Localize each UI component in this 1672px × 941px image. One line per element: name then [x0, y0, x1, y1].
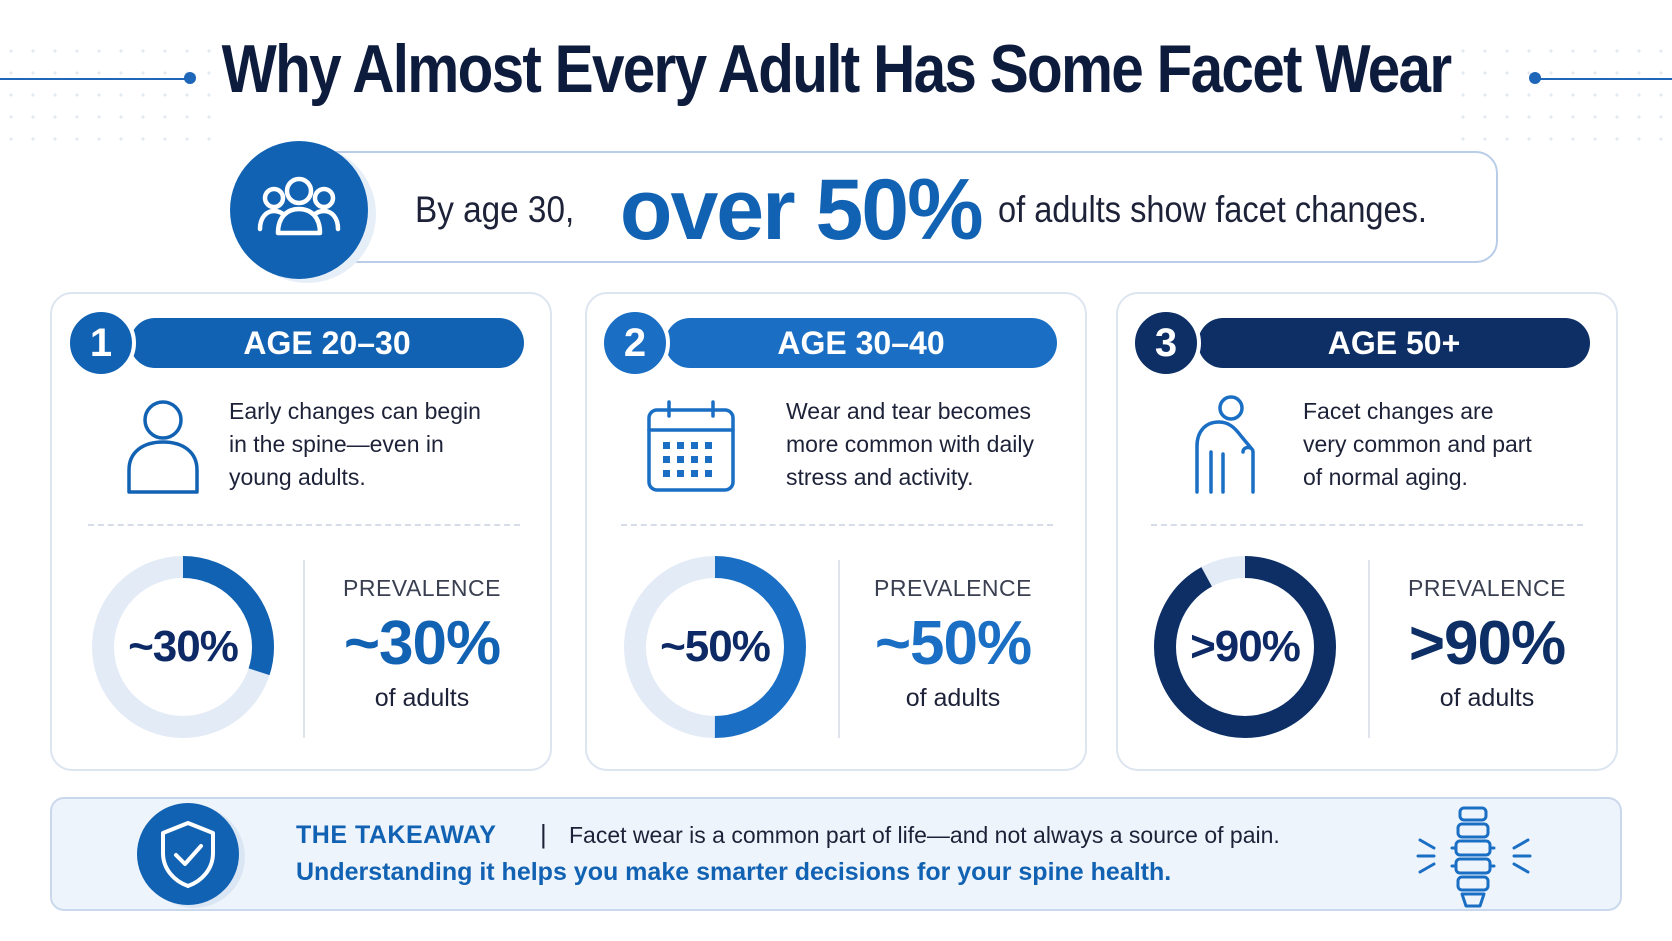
card-1-vertical-divider	[303, 560, 305, 738]
number-badge-3: 3	[1131, 308, 1201, 378]
age-pill-3: AGE 50+	[1198, 318, 1590, 368]
number-badge-1-text: 1	[89, 320, 113, 365]
prevalence-caption-3: PREVALENCE	[1408, 575, 1566, 601]
number-badge-3-text: 3	[1154, 320, 1178, 365]
decorative-dots-left	[0, 40, 220, 150]
card-3-vertical-divider	[1368, 560, 1370, 738]
card-2-vertical-divider	[838, 560, 840, 738]
banner-suffix: of adults show facet changes.	[997, 189, 1427, 230]
title-rule-right-dot	[1529, 72, 1541, 84]
takeaway-separator: |	[540, 819, 547, 849]
card-3-description: Facet changes are very common and part o…	[1303, 395, 1532, 494]
age-card-1	[50, 292, 552, 771]
card-1-divider	[88, 524, 520, 526]
age-pill-1: AGE 20–30	[130, 318, 524, 368]
prevalence-unit-3: of adults	[1439, 684, 1535, 712]
prevalence-ring-1	[92, 556, 274, 738]
spine-icon	[1412, 800, 1536, 915]
title-rule-left	[0, 78, 188, 80]
card-2-desc-line: Wear and tear becomes	[786, 398, 1032, 424]
page-title: Why Almost Every Adult Has Some Facet We…	[221, 31, 1452, 107]
card-1-description: Early changes can begin in the spine—eve…	[229, 395, 481, 494]
takeaway-line-2: Understanding it helps you make smarter …	[296, 858, 1172, 886]
banner-prefix: By age 30,	[415, 189, 575, 230]
card-3-desc-line: of normal aging.	[1303, 464, 1468, 490]
prevalence-value-2: ~50%	[874, 609, 1032, 678]
decorative-dots-right	[1452, 40, 1672, 150]
card-2-desc-line: more common with daily	[786, 431, 1034, 457]
ring-label-3: >90%	[1190, 622, 1301, 671]
person-icon	[125, 398, 201, 499]
stat-banner	[300, 151, 1498, 263]
prevalence-ring-2	[624, 556, 806, 738]
age-card-3	[1116, 292, 1618, 771]
title-rule-left-dot	[184, 72, 196, 84]
card-3-desc-line: very common and part	[1303, 431, 1532, 457]
ring-progress-arc	[1154, 556, 1336, 738]
number-badge-2-text: 2	[623, 320, 647, 365]
banner-text: By age 30, over 50% of adults show facet…	[415, 160, 1485, 260]
age-label-3: AGE 50+	[1327, 324, 1461, 361]
takeaway-panel	[50, 797, 1622, 911]
prevalence-caption-1: PREVALENCE	[343, 575, 501, 601]
group-people-icon	[230, 141, 368, 279]
card-3-divider	[1151, 524, 1583, 526]
prevalence-value-1: ~30%	[343, 609, 501, 678]
card-3-desc-line: Facet changes are	[1303, 398, 1494, 424]
card-1-desc-line: young adults.	[229, 464, 366, 490]
takeaway-heading: THE TAKEAWAY	[296, 821, 497, 849]
calendar-icon	[645, 398, 737, 499]
prevalence-ring-3	[1154, 556, 1336, 738]
age-label-2: AGE 30–40	[777, 324, 945, 361]
age-card-2	[585, 292, 1087, 771]
shield-check-icon	[137, 803, 239, 905]
age-label-1: AGE 20–30	[243, 324, 411, 361]
takeaway-line-1: Facet wear is a common part of life—and …	[569, 822, 1280, 848]
elderly-person-cane-icon	[1185, 394, 1265, 501]
prevalence-unit-2: of adults	[905, 684, 1001, 712]
card-2-desc-line: stress and activity.	[786, 464, 974, 490]
card-1-desc-line: Early changes can begin	[229, 398, 481, 424]
ring-progress-arc	[92, 556, 274, 738]
ring-label-2: ~50%	[660, 622, 771, 671]
prevalence-caption-2: PREVALENCE	[874, 575, 1032, 601]
age-pill-2: AGE 30–40	[665, 318, 1057, 368]
prevalence-unit-1: of adults	[374, 684, 470, 712]
prevalence-value-3: >90%	[1408, 609, 1566, 678]
number-badge-1: 1	[66, 308, 136, 378]
card-2-description: Wear and tear becomes more common with d…	[786, 395, 1034, 494]
card-1-desc-line: in the spine—even in	[229, 431, 444, 457]
ring-progress-arc	[624, 556, 806, 738]
card-2-divider	[621, 524, 1053, 526]
ring-label-1: ~30%	[128, 622, 239, 671]
title-rule-right	[1536, 78, 1672, 80]
banner-highlight: over 50%	[619, 161, 984, 258]
number-badge-2: 2	[600, 308, 670, 378]
